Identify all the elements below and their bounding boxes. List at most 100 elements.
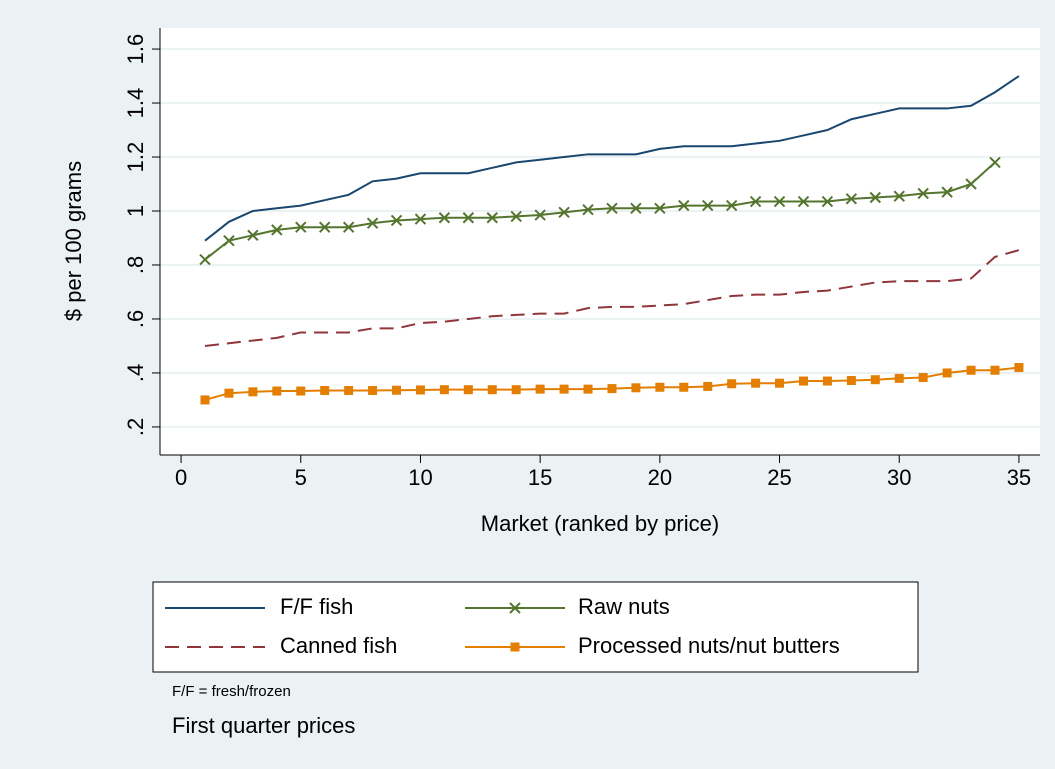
marker: [438, 212, 451, 224]
marker: [845, 193, 858, 205]
series-line: [204, 75, 1020, 242]
marker: [655, 382, 665, 392]
marker: [558, 206, 570, 219]
marker: [247, 229, 259, 241]
marker: [749, 195, 762, 208]
legend-marker: [510, 642, 520, 652]
marker: [392, 385, 402, 395]
marker: [989, 156, 1001, 169]
legend-marker: [509, 602, 521, 614]
marker: [846, 376, 856, 386]
note: F/F = fresh/frozen: [172, 683, 291, 700]
legend: [152, 581, 919, 673]
marker: [199, 253, 211, 266]
marker: [271, 224, 283, 236]
y-tick-label: .2: [123, 418, 148, 436]
x-tick-label: 30: [887, 465, 911, 490]
marker: [798, 376, 808, 386]
marker: [462, 212, 475, 224]
marker: [942, 368, 952, 378]
marker: [296, 386, 306, 396]
marker: [486, 212, 498, 224]
marker: [654, 202, 666, 215]
marker: [702, 199, 714, 212]
marker: [773, 195, 786, 208]
marker: [510, 210, 522, 223]
marker: [822, 376, 832, 386]
marker: [894, 373, 904, 383]
marker: [679, 382, 689, 392]
marker: [941, 186, 953, 198]
marker: [725, 199, 738, 212]
marker: [487, 385, 497, 395]
marker: [318, 221, 331, 233]
marker: [918, 373, 928, 383]
marker: [272, 386, 282, 396]
marker: [727, 379, 737, 389]
marker: [631, 383, 641, 393]
marker: [751, 378, 761, 388]
legend-label: Raw nuts: [578, 594, 670, 619]
x-tick-label: 15: [528, 465, 552, 490]
marker: [797, 195, 810, 208]
marker: [200, 395, 210, 405]
y-tick-label: 1.4: [123, 88, 148, 119]
y-axis-title: $ per 100 grams: [61, 161, 86, 321]
x-tick-label: 0: [175, 465, 187, 490]
note: First quarter prices: [172, 713, 355, 738]
marker: [559, 384, 569, 394]
marker: [439, 385, 449, 395]
legend-label: Canned fish: [280, 633, 397, 658]
marker: [630, 202, 642, 215]
marker: [821, 195, 834, 208]
series-line: [204, 249, 1020, 347]
marker: [390, 214, 403, 227]
marker: [678, 199, 690, 212]
marker: [295, 221, 307, 233]
marker: [606, 202, 618, 215]
marker: [965, 178, 977, 190]
marker: [1014, 363, 1024, 373]
y-tick-label: 1: [123, 205, 148, 217]
marker: [990, 365, 1000, 375]
marker: [583, 384, 593, 394]
marker: [869, 191, 882, 204]
y-tick-label: 1.6: [123, 34, 148, 65]
marker: [775, 378, 785, 388]
marker: [703, 381, 713, 391]
marker: [917, 187, 929, 200]
marker: [870, 375, 880, 385]
marker: [366, 217, 379, 229]
marker: [368, 385, 378, 395]
y-tick-label: .4: [123, 364, 148, 382]
marker: [415, 385, 425, 395]
y-tick-label: .6: [123, 310, 148, 328]
x-tick-label: 10: [408, 465, 432, 490]
y-tick-label: .8: [123, 256, 148, 274]
marker: [414, 213, 427, 225]
legend-label: F/F fish: [280, 594, 353, 619]
marker: [344, 385, 354, 395]
plot-area: [160, 28, 1040, 455]
legend-label: Processed nuts/nut butters: [578, 633, 840, 658]
marker: [534, 209, 546, 221]
marker: [224, 388, 234, 398]
x-axis-title: Market (ranked by price): [481, 511, 719, 536]
x-tick-label: 5: [295, 465, 307, 490]
marker: [893, 190, 905, 202]
marker: [248, 387, 258, 397]
x-tick-label: 20: [648, 465, 672, 490]
x-tick-label: 35: [1007, 465, 1031, 490]
x-tick-label: 25: [767, 465, 791, 490]
marker: [463, 385, 473, 395]
marker: [607, 384, 617, 394]
marker: [223, 234, 235, 247]
marker: [320, 385, 330, 395]
marker: [535, 384, 545, 394]
marker: [582, 203, 594, 216]
marker: [342, 221, 355, 233]
marker: [511, 385, 521, 395]
series-line: [204, 161, 996, 261]
marker: [966, 365, 976, 375]
